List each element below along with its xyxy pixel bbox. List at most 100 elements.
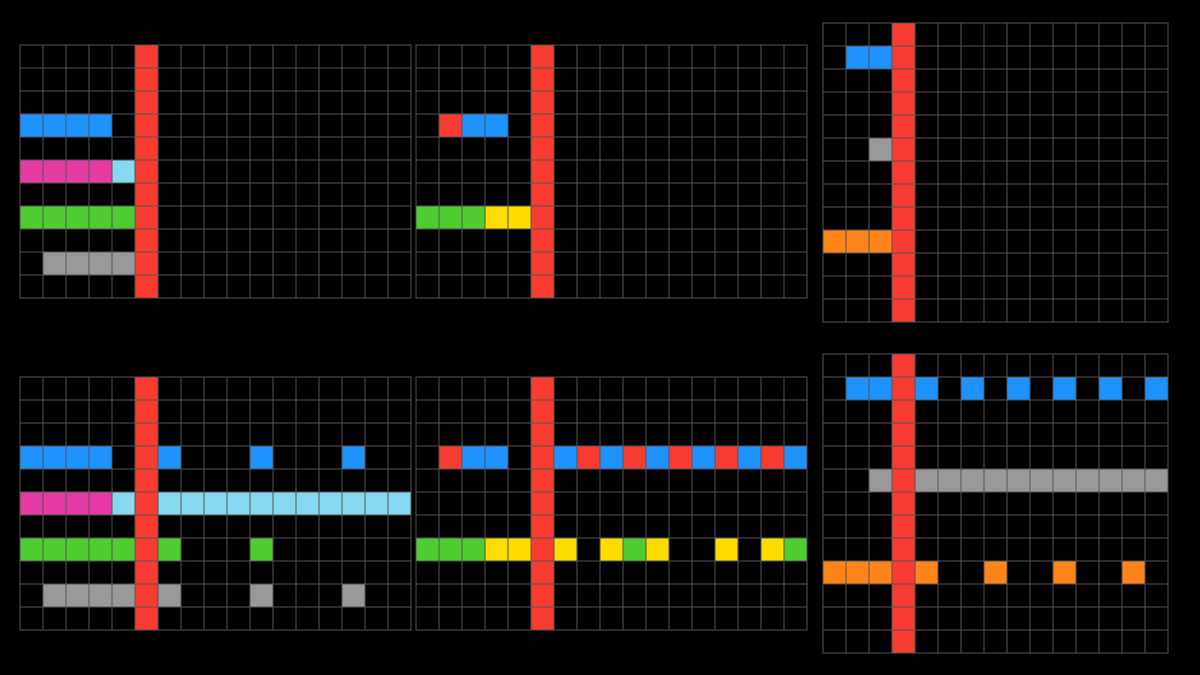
- grid-cell: [1006, 606, 1031, 631]
- grid-cell: [1144, 583, 1169, 608]
- grid-cell: [668, 113, 693, 138]
- grid-cell: [1052, 399, 1077, 424]
- grid-cell: [226, 274, 251, 299]
- grid-cell: [249, 44, 274, 69]
- grid-cell: [387, 376, 412, 401]
- grid-cell: [760, 491, 785, 516]
- grid-cell: [341, 537, 366, 562]
- grid-cell: [65, 537, 90, 562]
- grid-cell: [691, 422, 716, 447]
- grid-cell: [180, 537, 205, 562]
- grid-cell: [891, 629, 916, 654]
- grid-cell: [1029, 560, 1054, 585]
- grid-cell: [341, 228, 366, 253]
- grid-cell: [760, 422, 785, 447]
- grid-cell: [1006, 298, 1031, 323]
- grid-cell: [599, 445, 624, 470]
- grid-cell: [822, 183, 847, 208]
- grid-cell: [668, 445, 693, 470]
- grid-cell: [318, 491, 343, 516]
- grid-cell: [1006, 491, 1031, 516]
- grid-cell: [937, 422, 962, 447]
- grid-cell: [180, 422, 205, 447]
- grid-cell: [438, 560, 463, 585]
- grid-cell: [983, 229, 1008, 254]
- grid-cell: [645, 136, 670, 161]
- grid-cell: [65, 90, 90, 115]
- grid-cell: [553, 136, 578, 161]
- grid-cell: [822, 537, 847, 562]
- grid-cell: [364, 182, 389, 207]
- grid-cell: [891, 137, 916, 162]
- grid-cell: [599, 136, 624, 161]
- grid-cell: [295, 90, 320, 115]
- grid-cell: [622, 67, 647, 92]
- grid-cell: [341, 560, 366, 585]
- grid-cell: [507, 537, 532, 562]
- grid-cell: [1121, 537, 1146, 562]
- grid-cell: [387, 399, 412, 424]
- grid-cell: [484, 182, 509, 207]
- grid-cell: [1121, 468, 1146, 493]
- grid-cell: [203, 159, 228, 184]
- grid-cell: [1121, 353, 1146, 378]
- grid-cell: [691, 468, 716, 493]
- grid-cell: [318, 159, 343, 184]
- grid-cell: [295, 228, 320, 253]
- grid-cell: [1121, 560, 1146, 585]
- grid-cell: [318, 205, 343, 230]
- grid-cell: [111, 228, 136, 253]
- grid-cell: [737, 560, 762, 585]
- grid-cell: [157, 445, 182, 470]
- grid-cell: [88, 159, 113, 184]
- grid-cell: [530, 606, 555, 631]
- grid-cell: [65, 159, 90, 184]
- grid-cell: [1098, 68, 1123, 93]
- grid-cell: [157, 583, 182, 608]
- grid-cell: [272, 136, 297, 161]
- grid-cell: [983, 353, 1008, 378]
- grid-cell: [1052, 422, 1077, 447]
- grid-cell: [157, 44, 182, 69]
- grid-cell: [914, 629, 939, 654]
- grid-cell: [507, 205, 532, 230]
- grid-cell: [341, 90, 366, 115]
- grid-cell: [845, 137, 870, 162]
- grid-cell: [203, 606, 228, 631]
- grid-cell: [576, 205, 601, 230]
- grid-cell: [226, 560, 251, 585]
- grid-cell: [983, 491, 1008, 516]
- grid-cell: [960, 583, 985, 608]
- grid-cell: [691, 491, 716, 516]
- grid-cell: [387, 136, 412, 161]
- grid-cell: [553, 560, 578, 585]
- grid-cell: [19, 228, 44, 253]
- grid-cell: [157, 399, 182, 424]
- grid-cell: [599, 274, 624, 299]
- grid-cell: [1144, 399, 1169, 424]
- grid-cell: [937, 91, 962, 116]
- grid-cell: [364, 376, 389, 401]
- grid-cell: [530, 228, 555, 253]
- grid-cell: [88, 205, 113, 230]
- grid-cell: [1121, 629, 1146, 654]
- grid-cell: [737, 182, 762, 207]
- grid-cell: [868, 629, 893, 654]
- grid-cell: [461, 606, 486, 631]
- grid-cell: [203, 44, 228, 69]
- grid-cell: [937, 491, 962, 516]
- grid-cell: [295, 205, 320, 230]
- grid-cell: [415, 399, 440, 424]
- grid-cell: [134, 491, 159, 516]
- grid-cell: [364, 468, 389, 493]
- grid-cell: [1121, 491, 1146, 516]
- grid-cell: [1075, 298, 1100, 323]
- grid-cell: [19, 136, 44, 161]
- grid-cell: [249, 274, 274, 299]
- grid-cell: [937, 206, 962, 231]
- grid-cell: [19, 376, 44, 401]
- grid-cell: [783, 422, 808, 447]
- grid-cell: [891, 91, 916, 116]
- grid-cell: [645, 422, 670, 447]
- grid-cell: [19, 491, 44, 516]
